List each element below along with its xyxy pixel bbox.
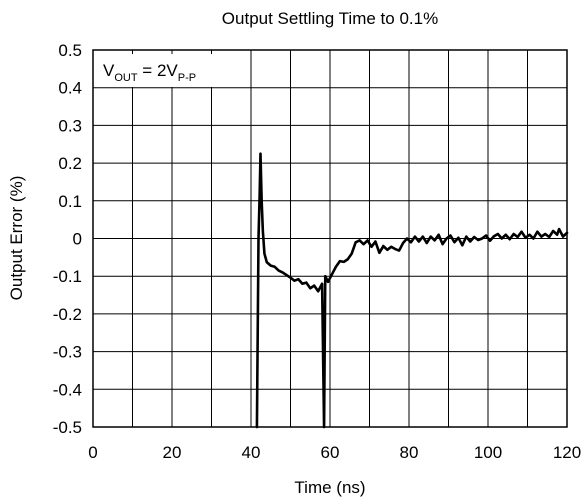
y-tick-label: -0.3: [53, 343, 82, 362]
y-tick-label: 0.1: [58, 192, 82, 211]
x-tick-label: 100: [474, 443, 502, 462]
y-tick-label: 0.4: [58, 79, 82, 98]
y-tick-label: -0.1: [53, 267, 82, 286]
x-axis-label: Time (ns): [294, 478, 365, 497]
annotation-mid: = 2V: [138, 61, 179, 80]
y-tick-label: 0: [73, 230, 82, 249]
x-tick-label: 60: [321, 443, 340, 462]
x-tick-label: 120: [553, 443, 581, 462]
series-line: [255, 152, 569, 429]
x-tick-label: 0: [88, 443, 97, 462]
y-tick-label: 0.3: [58, 116, 82, 135]
y-tick-label: -0.2: [53, 305, 82, 324]
x-tick-label: 80: [400, 443, 419, 462]
x-tick-label: 20: [163, 443, 182, 462]
annotation-text: VOUT = 2VP-P: [103, 61, 196, 84]
x-tick-labels: 0 20 40 60 80 100 120: [88, 443, 581, 462]
annotation-background: [98, 54, 248, 87]
y-tick-labels: -0.5 -0.4 -0.3 -0.2 -0.1 0 0.1 0.2 0.3 0.4 0.5: [53, 41, 82, 437]
annotation-box: VOUT = 2VP-P: [98, 54, 248, 87]
series-group: [255, 152, 569, 429]
grid-lines: [93, 50, 567, 427]
annotation-sub2: P-P: [178, 72, 196, 84]
plot-frame: [92, 49, 568, 428]
annotation-sub1: OUT: [114, 72, 138, 84]
y-tick-label: -0.5: [53, 418, 82, 437]
y-tick-label: 0.5: [58, 41, 82, 60]
y-axis-label: Output Error (%): [7, 176, 26, 301]
x-tick-label: 40: [242, 443, 261, 462]
annotation-main: V: [103, 61, 115, 80]
chart-title: Output Settling Time to 0.1%: [222, 9, 438, 28]
y-tick-label: -0.4: [53, 380, 82, 399]
y-tick-label: 0.2: [58, 154, 82, 173]
